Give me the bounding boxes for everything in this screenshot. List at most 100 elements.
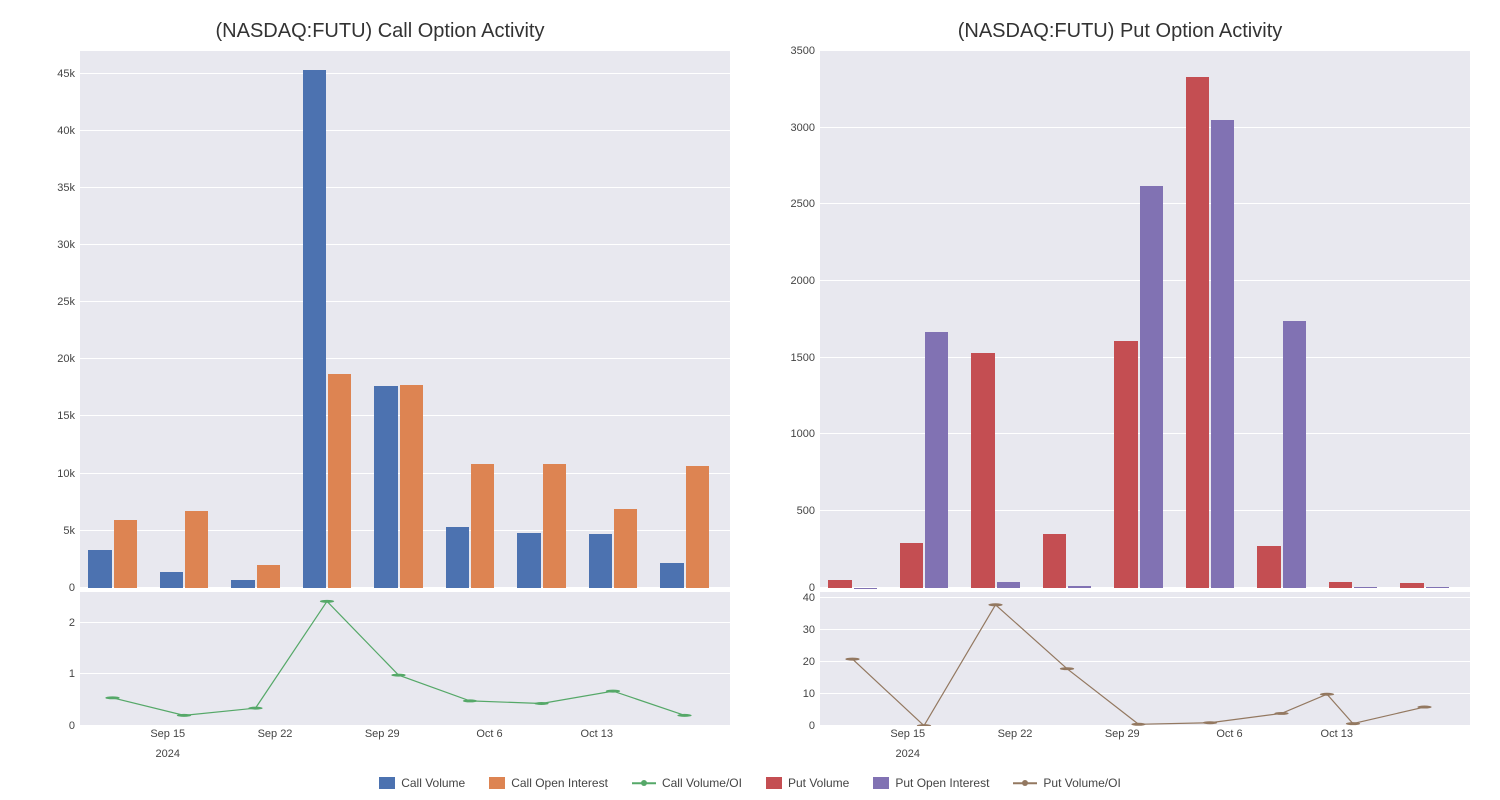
put-bars (820, 51, 1470, 588)
y-tick-label: 10 (770, 688, 815, 700)
bar (1211, 120, 1234, 588)
x-tick-label: Oct 13 (581, 728, 613, 740)
bar-group (88, 51, 137, 588)
y-tick-label: 40k (30, 125, 75, 137)
legend-item: Call Open Interest (489, 776, 608, 790)
legend-swatch (766, 777, 782, 789)
bar-group (1400, 51, 1449, 588)
bar (257, 565, 280, 588)
call-chart-inner: 05k10k15k20k25k30k35k40k45k 012 Sep 15Se… (80, 51, 730, 726)
bar (400, 385, 423, 588)
put-line-y-ticks: 010203040 (770, 592, 815, 726)
x-tick-label: Sep 15 (150, 728, 185, 740)
put-chart-title: (NASDAQ:FUTU) Put Option Activity (770, 20, 1470, 43)
call-bars (80, 51, 730, 588)
y-tick-label: 2 (30, 617, 75, 629)
legend-label: Put Volume (788, 776, 849, 790)
call-bar-plot: 05k10k15k20k25k30k35k40k45k (80, 51, 730, 588)
bar-group (517, 51, 566, 588)
bar (900, 543, 923, 587)
y-tick-label: 3500 (770, 45, 815, 57)
charts-row: (NASDAQ:FUTU) Call Option Activity 05k10… (30, 20, 1470, 726)
y-tick-label: 2000 (770, 275, 815, 287)
bar (517, 533, 540, 588)
call-chart-title: (NASDAQ:FUTU) Call Option Activity (30, 20, 730, 43)
x-tick-label: Sep 29 (365, 728, 400, 740)
bar (1043, 534, 1066, 588)
bar-group (1043, 51, 1092, 588)
legend-label: Put Open Interest (895, 776, 989, 790)
x-tick-label: Sep 22 (998, 728, 1033, 740)
bar-group (1114, 51, 1163, 588)
bar (231, 580, 254, 588)
bar (614, 509, 637, 588)
bar (828, 580, 851, 588)
y-tick-label: 5k (30, 525, 75, 537)
x-tick-label: Sep 15 (890, 728, 925, 740)
y-tick-label: 20k (30, 353, 75, 365)
bar-group (1329, 51, 1378, 588)
bar (686, 466, 709, 588)
call-line-y-ticks: 012 (30, 592, 75, 726)
bar-group (660, 51, 709, 588)
bar (971, 353, 994, 588)
bar (925, 332, 948, 588)
bar (589, 534, 612, 588)
bar (1186, 77, 1209, 588)
y-tick-label: 10k (30, 468, 75, 480)
bar-group (303, 51, 352, 588)
bar-group (589, 51, 638, 588)
bar-group (971, 51, 1020, 588)
legend-swatch (873, 777, 889, 789)
y-tick-label: 2500 (770, 198, 815, 210)
bar (88, 550, 111, 588)
bar (1400, 583, 1423, 588)
y-tick-label: 1 (30, 668, 75, 680)
bar-group (374, 51, 423, 588)
legend-label: Call Open Interest (511, 776, 608, 790)
bar (1354, 587, 1377, 588)
put-bar-y-ticks: 0500100015002000250030003500 (770, 51, 815, 588)
bar-group (1186, 51, 1235, 588)
bar (328, 374, 351, 588)
put-line-svg (820, 592, 1470, 726)
bar (1283, 321, 1306, 588)
y-tick-label: 35k (30, 182, 75, 194)
x-tick-label: Oct 13 (1321, 728, 1353, 740)
y-tick-label: 20 (770, 656, 815, 668)
bar (114, 520, 137, 587)
bar (1140, 186, 1163, 588)
call-bar-y-ticks: 05k10k15k20k25k30k35k40k45k (30, 51, 75, 588)
put-line-plot: 010203040 Sep 15Sep 22Sep 29Oct 6Oct 13 … (820, 592, 1470, 726)
legend-swatch (489, 777, 505, 789)
legend-line-icon (632, 777, 656, 789)
bar (1068, 586, 1091, 588)
bar (1329, 582, 1352, 588)
legend-label: Put Volume/OI (1043, 776, 1120, 790)
call-chart-panel: (NASDAQ:FUTU) Call Option Activity 05k10… (30, 20, 730, 726)
call-line-svg (80, 592, 730, 726)
call-line-plot: 012 Sep 15Sep 22Sep 29Oct 6Oct 13 2024 (80, 592, 730, 726)
bar (303, 70, 326, 587)
y-tick-label: 500 (770, 505, 815, 517)
bar-group (446, 51, 495, 588)
bar (471, 464, 494, 587)
legend-item: Call Volume/OI (632, 776, 742, 790)
bar (660, 563, 683, 588)
y-tick-label: 30k (30, 239, 75, 251)
y-tick-label: 0 (30, 720, 75, 732)
bar (1257, 546, 1280, 587)
bar (1114, 341, 1137, 588)
legend-item: Put Volume/OI (1013, 776, 1120, 790)
bar (446, 527, 469, 588)
y-tick-label: 40 (770, 592, 815, 604)
bar (1426, 587, 1449, 588)
bar-group (828, 51, 877, 588)
legend-item: Put Open Interest (873, 776, 989, 790)
call-x-ticks: Sep 15Sep 22Sep 29Oct 6Oct 13 (80, 728, 730, 744)
y-tick-label: 3000 (770, 122, 815, 134)
bar (160, 572, 183, 588)
y-tick-label: 1500 (770, 352, 815, 364)
legend-swatch (379, 777, 395, 789)
y-tick-label: 30 (770, 624, 815, 636)
